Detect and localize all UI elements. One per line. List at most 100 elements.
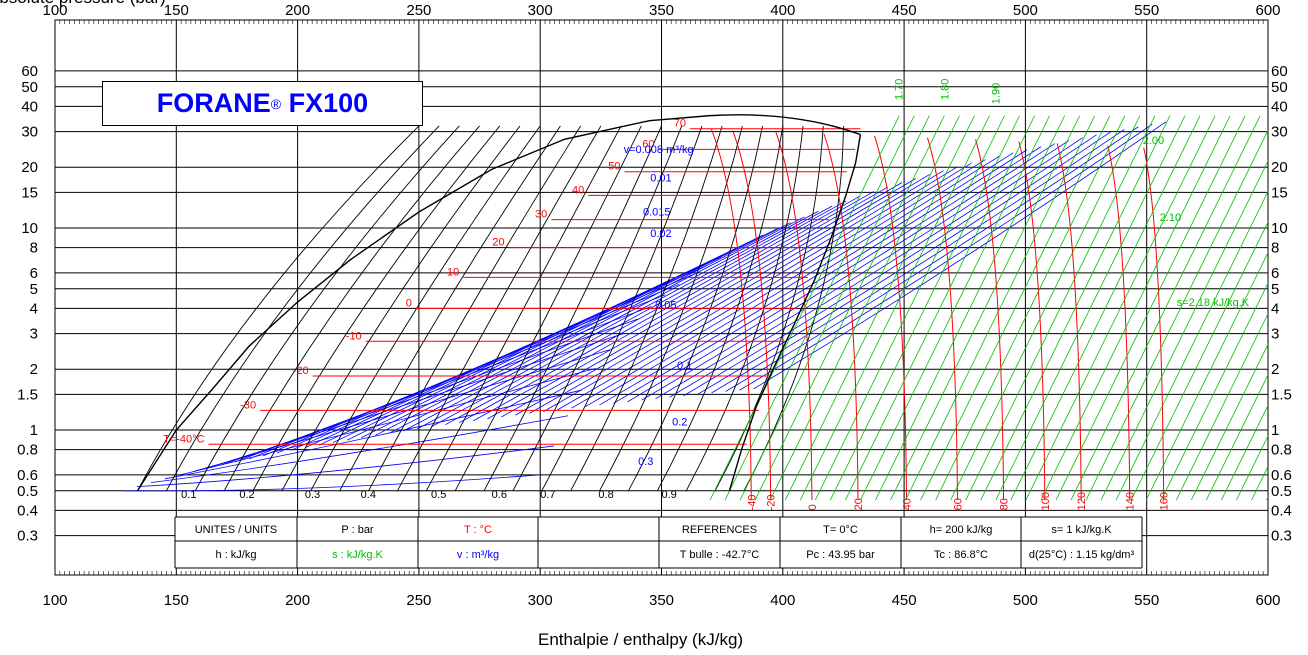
isochore-line xyxy=(585,155,1000,407)
y-tick-label-right: 6 xyxy=(1271,265,1279,282)
isentrope-line xyxy=(709,115,900,501)
y-tick-label-left: 0.3 xyxy=(17,528,38,545)
x-tick-label-top: 300 xyxy=(528,2,553,19)
isotherm-label: 20 xyxy=(492,237,504,249)
x-tick-label-bottom: 200 xyxy=(285,592,310,609)
quality-label: 0.8 xyxy=(598,489,613,501)
y-tick-label-right: 3 xyxy=(1271,326,1279,343)
isentrope-line xyxy=(1145,251,1268,501)
units-cell: h= 200 kJ/kg xyxy=(930,524,993,536)
x-tick-label-top: 100 xyxy=(42,2,67,19)
y-tick-label-left: 0.8 xyxy=(17,442,38,459)
isochore-line xyxy=(375,222,791,436)
isochore-line xyxy=(417,205,833,430)
isochore-line xyxy=(459,191,875,424)
isotherm-label: 70 xyxy=(674,118,686,130)
y-tick-label-left: 10 xyxy=(21,220,38,237)
y-tick-label-right: 0.4 xyxy=(1271,502,1292,519)
x-tick-label-top: 250 xyxy=(406,2,431,19)
isochore-line xyxy=(333,241,750,443)
superheat-isotherm xyxy=(926,137,958,501)
isentrope-line xyxy=(950,115,1141,501)
x-tick-label-top: 350 xyxy=(649,2,674,19)
y-tick-label-right: 30 xyxy=(1271,124,1288,141)
quality-label: 0.9 xyxy=(662,489,677,501)
y-tick-label-right: 2 xyxy=(1271,361,1279,378)
isotherm-label: 30 xyxy=(535,209,547,221)
isochore-line xyxy=(347,234,763,441)
isentrope-line xyxy=(1175,312,1268,501)
x-tick-label-bottom: 500 xyxy=(1013,592,1038,609)
isentrope-line xyxy=(1070,115,1261,501)
isentrope-line xyxy=(995,115,1186,501)
isentrope-line xyxy=(739,115,930,501)
isochore-line xyxy=(669,137,1083,398)
superheat-isotherm xyxy=(1143,147,1165,501)
x-tick-label-top: 450 xyxy=(892,2,917,19)
quality-label: 0.7 xyxy=(540,489,555,501)
y-tick-label-left: 40 xyxy=(21,98,38,115)
superheat-isotherm xyxy=(975,139,1005,501)
isentrope-line xyxy=(890,115,1081,501)
y-tick-label-left: 15 xyxy=(21,184,38,201)
isentrope-line xyxy=(920,115,1111,501)
y-tick-label-right: 60 xyxy=(1271,63,1288,80)
x-tick-label-bottom: 300 xyxy=(528,592,553,609)
isochore-line xyxy=(501,178,916,418)
isotherm-label: 0 xyxy=(406,297,412,309)
isochore-line xyxy=(445,195,861,426)
isochore-label: 0.02 xyxy=(650,228,671,240)
isentrope-line xyxy=(784,115,975,501)
superheat-isotherm-label: 40 xyxy=(902,498,914,510)
x-tick-label-top: 400 xyxy=(770,2,795,19)
units-cell: T bulle : -42.7°C xyxy=(680,549,759,561)
isochore-label: 0.05 xyxy=(655,299,676,311)
isentrope-label: 1.70 xyxy=(894,79,906,100)
isochore-line xyxy=(361,228,777,439)
isentrope-line xyxy=(1160,282,1268,501)
isochore-label: 0.2 xyxy=(672,417,687,429)
y-tick-label-left: 0.6 xyxy=(17,467,38,484)
y-tick-label-left: 30 xyxy=(21,124,38,141)
isochore-line xyxy=(164,389,583,480)
units-cell: d(25°C) : 1.15 kg/dm³ xyxy=(1029,549,1135,561)
superheat-isotherm-label: 100 xyxy=(1040,492,1052,510)
quality-label: 0.5 xyxy=(431,489,446,501)
isochore-line xyxy=(403,210,819,432)
isentrope-line xyxy=(1221,404,1268,501)
isochore-line xyxy=(641,143,1056,401)
units-table: UNITES / UNITS P : bar T : °C REFERENCES T= … xyxy=(174,516,1143,569)
y-tick-label-right: 20 xyxy=(1271,159,1288,176)
isochore-line xyxy=(753,121,1167,390)
isochore-line xyxy=(150,415,569,484)
y-tick-label-right: 1.5 xyxy=(1271,386,1292,403)
y-tick-label-left: 3 xyxy=(30,326,38,343)
units-cell: Pc : 43.95 bar xyxy=(806,549,875,561)
quality-label: 0.2 xyxy=(239,489,254,501)
y-tick-label-right: 5 xyxy=(1271,281,1279,298)
isentrope-label: 2.00 xyxy=(1143,135,1164,147)
x-tick-label-bottom: 150 xyxy=(164,592,189,609)
units-cell: UNITES / UNITS xyxy=(195,524,278,536)
y-tick-label-left: 50 xyxy=(21,79,38,96)
y-tick-label-left: 2 xyxy=(30,361,38,378)
y-tick-label-right: 8 xyxy=(1271,240,1279,257)
x-tick-label-bottom: 100 xyxy=(42,592,67,609)
superheat-isotherm-label: 60 xyxy=(952,498,964,510)
units-cell: T= 0°C xyxy=(823,524,858,536)
isentrope-label: s=2.18 kJ/kg.K xyxy=(1177,297,1250,309)
isentrope-line xyxy=(754,115,945,501)
isentrope-line xyxy=(1010,115,1201,501)
units-cell: T : °C xyxy=(464,524,492,536)
x-tick-label-bottom: 600 xyxy=(1255,592,1280,609)
y-tick-label-right: 15 xyxy=(1271,184,1288,201)
units-cell: Tc : 86.8°C xyxy=(934,549,988,561)
isentrope-line xyxy=(724,115,915,501)
y-tick-label-left: 0.4 xyxy=(17,502,38,519)
y-tick-label-left: 8 xyxy=(30,240,38,257)
x-tick-label-top: 500 xyxy=(1013,2,1038,19)
x-tick-label-bottom: 350 xyxy=(649,592,674,609)
title-product: FX100 xyxy=(288,88,369,118)
isotherm-label: -30 xyxy=(240,399,256,411)
quality-line xyxy=(743,125,844,492)
